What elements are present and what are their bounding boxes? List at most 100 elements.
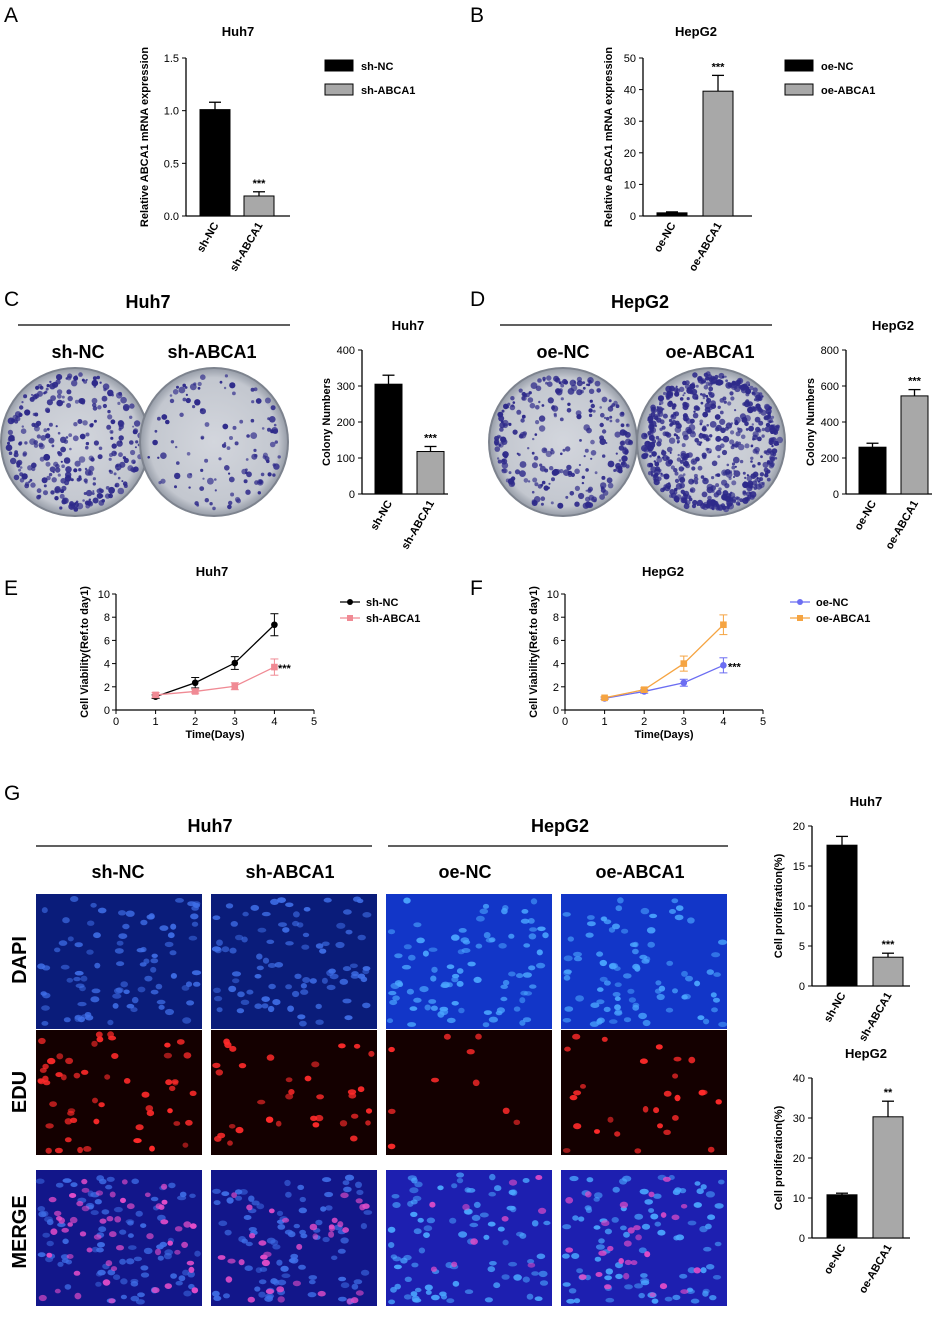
edu-positive-dot xyxy=(155,1203,163,1210)
y-tick-label: 4 xyxy=(553,659,559,671)
colony-dot xyxy=(226,446,231,450)
colony-dot xyxy=(512,429,518,435)
edu-positive-dot xyxy=(47,1057,56,1065)
colony-dot xyxy=(83,492,87,495)
colony-dot xyxy=(527,447,530,450)
colony-dot xyxy=(670,421,674,426)
colony-dot xyxy=(625,464,630,469)
nucleus-dot xyxy=(229,947,237,954)
colony-dot xyxy=(553,414,558,418)
colony-dot xyxy=(609,419,613,423)
colony-dot xyxy=(735,501,741,506)
colony-dot xyxy=(690,488,694,493)
colony-dot xyxy=(615,452,618,455)
y-tick-label: 4 xyxy=(104,659,110,671)
colony-dot xyxy=(771,424,776,429)
colony-dot xyxy=(267,427,271,432)
nucleus-dot xyxy=(389,999,398,1006)
nucleus-dot xyxy=(718,1021,728,1027)
colony-dot xyxy=(742,491,747,496)
significance-label: *** xyxy=(424,432,438,444)
colony-dot xyxy=(566,464,572,471)
nucleus-dot xyxy=(214,946,222,954)
colony-dot xyxy=(92,482,97,486)
x-category-label: oe-ABCA1 xyxy=(884,499,922,552)
bar-sh-ABCA1 xyxy=(243,195,275,217)
colony-dot xyxy=(673,468,678,473)
colony-dot xyxy=(516,452,519,455)
edu-positive-dot xyxy=(431,1077,439,1083)
colony-dot xyxy=(274,440,278,444)
nucleus-dot xyxy=(337,1248,346,1254)
edu-positive-dot xyxy=(154,1248,162,1256)
colony-dot xyxy=(550,405,556,410)
nucleus-dot xyxy=(135,1210,143,1217)
nucleus-dot xyxy=(266,939,275,944)
colony-dot xyxy=(200,468,204,472)
nucleus-dot xyxy=(585,932,594,938)
edu-positive-dot xyxy=(699,1089,708,1095)
edu-positive-dot xyxy=(86,1247,93,1253)
colony-dot xyxy=(674,478,680,483)
colony-dot xyxy=(721,449,728,456)
nucleus-dot xyxy=(528,965,536,971)
nucleus-dot xyxy=(714,1241,722,1247)
nucleus-dot xyxy=(693,1202,702,1208)
y-axis-label: Colony Numbers xyxy=(805,378,817,466)
colony-dot xyxy=(754,446,760,453)
colony-label-c-2: sh-ABCA1 xyxy=(167,342,256,362)
edu-positive-dot xyxy=(671,1214,680,1221)
colony-dot xyxy=(739,459,744,464)
colony-dot xyxy=(715,435,722,442)
nucleus-dot xyxy=(599,959,607,967)
colony-dot xyxy=(583,455,586,458)
colony-dot xyxy=(680,497,687,504)
nucleus-dot xyxy=(294,973,302,979)
nucleus-dot xyxy=(143,1247,153,1255)
colony-dot xyxy=(59,506,63,510)
edu-positive-dot xyxy=(102,1279,111,1286)
nucleus-dot xyxy=(187,1271,195,1278)
nucleus-dot xyxy=(595,1244,605,1250)
colony-dot xyxy=(182,397,187,402)
colony-dot xyxy=(33,443,39,448)
nucleus-dot xyxy=(287,1005,294,1012)
nucleus-dot xyxy=(508,933,515,939)
colony-label-c-1: sh-NC xyxy=(52,342,105,362)
edu-positive-dot xyxy=(648,1191,655,1198)
colony-dot xyxy=(733,476,735,478)
nucleus-dot xyxy=(170,973,177,979)
colony-dot xyxy=(528,391,532,395)
colony-dot xyxy=(701,491,708,498)
colony-dot xyxy=(117,487,125,495)
edu-positive-dot xyxy=(624,1259,632,1266)
nucleus-dot xyxy=(446,1017,456,1024)
x-axis-label: Time(Days) xyxy=(185,729,244,741)
nucleus-dot xyxy=(95,1281,102,1287)
nucleus-dot xyxy=(97,1269,106,1276)
y-tick-label: 600 xyxy=(821,381,839,393)
colony-dot xyxy=(674,487,678,492)
colony-dot xyxy=(185,397,191,404)
nucleus-dot xyxy=(714,1203,724,1209)
panel-label-c: C xyxy=(4,288,19,311)
colony-dot xyxy=(114,451,117,455)
edu-positive-dot xyxy=(309,1223,318,1231)
colony-dot xyxy=(40,435,47,441)
edu-positive-dot xyxy=(91,1040,98,1047)
nucleus-dot xyxy=(158,1004,165,1010)
edu-positive-dot xyxy=(639,1058,648,1064)
colony-dot xyxy=(90,457,95,462)
bar-sh-ABCA1 xyxy=(416,451,445,495)
colony-dot xyxy=(96,375,100,380)
data-point-sh-ABCA1 xyxy=(271,663,278,671)
chart-title: HepG2 xyxy=(675,24,717,39)
colony-dot xyxy=(98,446,103,451)
colony-dot xyxy=(715,444,722,452)
nucleus-dot xyxy=(221,1191,230,1197)
colony-dot xyxy=(197,381,202,387)
colony-dot xyxy=(117,476,121,480)
nucleus-dot xyxy=(150,989,159,995)
nucleus-dot xyxy=(687,1220,697,1226)
